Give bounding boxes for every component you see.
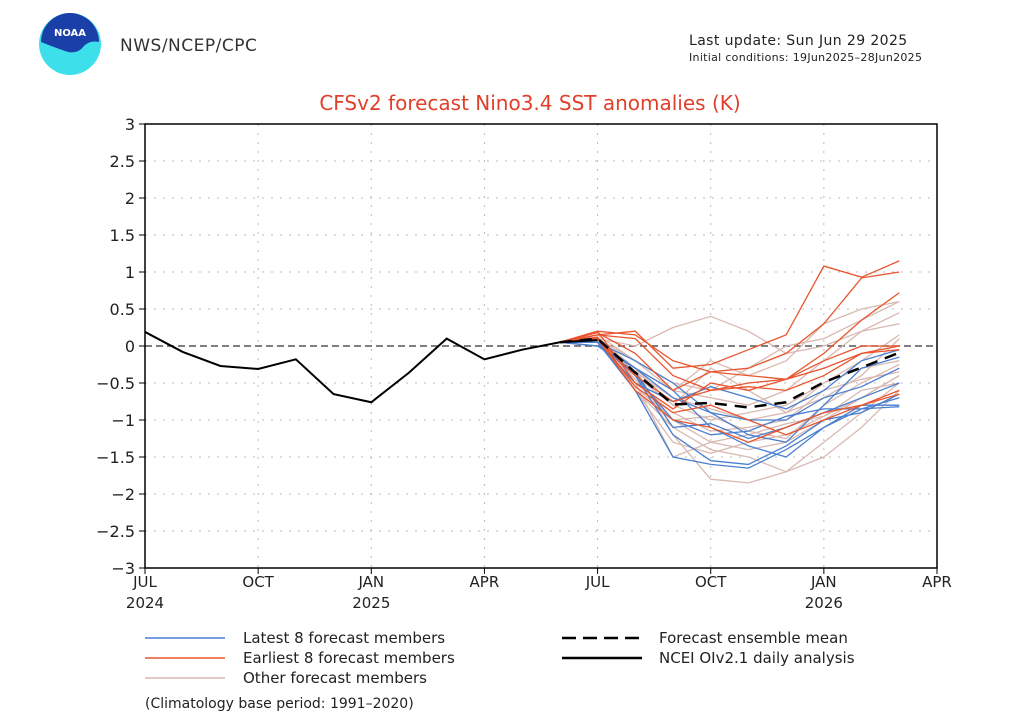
y-tick-label: 1.5 — [110, 226, 135, 245]
latest-member-line — [559, 341, 900, 443]
y-tick-label: −3 — [111, 559, 135, 578]
earliest-member-line — [559, 331, 900, 392]
legend-earliest-label: Earliest 8 forecast members — [243, 649, 455, 667]
noaa-logo: NOAA — [39, 13, 101, 75]
y-tick-label: 2.5 — [110, 152, 135, 171]
x-tick-label: JAN — [810, 573, 837, 591]
x-tick-year: 2024 — [126, 594, 164, 612]
y-tick-label: −1 — [111, 411, 135, 430]
x-tick-label: APR — [922, 573, 952, 591]
ensemble-mean-line — [559, 337, 900, 409]
x-tick-year: 2025 — [352, 594, 390, 612]
footnote: (Climatology base period: 1991–2020) — [145, 696, 414, 712]
other-member-line — [559, 337, 900, 432]
y-tick-label: −0.5 — [96, 374, 135, 393]
y-tick-label: 2 — [125, 189, 135, 208]
y-tick-label: 3 — [125, 115, 135, 134]
other-member-line — [559, 312, 900, 406]
x-tick-label: JUL — [132, 573, 157, 591]
other-member-line — [559, 315, 900, 355]
legend-other: Other forecast members — [145, 669, 427, 687]
x-tick-label: OCT — [695, 573, 727, 591]
legend-observed: NCEI OIv2.1 daily analysis — [562, 649, 855, 667]
last-update: Last update: Sun Jun 29 2025 — [689, 33, 908, 49]
earliest-member-line — [559, 271, 900, 373]
y-tick-label: −2 — [111, 485, 135, 504]
latest-member-line — [559, 341, 900, 469]
legend-mean: Forecast ensemble mean — [562, 629, 848, 647]
x-tick-label: JAN — [357, 573, 384, 591]
y-tick-label: −2.5 — [96, 522, 135, 541]
members — [559, 260, 900, 484]
legend: Latest 8 forecast members Earliest 8 fore… — [145, 629, 855, 687]
earliest-member-line — [559, 337, 900, 443]
y-tick-label: 1 — [125, 263, 135, 282]
legend-other-label: Other forecast members — [243, 669, 427, 687]
initial-conditions: Initial conditions: 19Jun2025–28Jun2025 — [689, 51, 923, 64]
svg-text:NOAA: NOAA — [54, 28, 86, 39]
y-tick-label: 0 — [125, 337, 135, 356]
other-member-line — [559, 300, 900, 392]
y-tick-label: −1.5 — [96, 448, 135, 467]
y-tick-label: 0.5 — [110, 300, 135, 319]
legend-latest: Latest 8 forecast members — [145, 629, 445, 647]
series — [144, 331, 900, 409]
x-tick-year: 2026 — [805, 594, 843, 612]
x-tick-label: OCT — [242, 573, 274, 591]
chart-title: CFSv2 forecast Nino3.4 SST anomalies (K) — [319, 91, 740, 115]
earliest-member-line — [559, 336, 900, 436]
x-tick-label: APR — [470, 573, 500, 591]
axes: 32.521.510.50−0.5−1−1.5−2−2.5−3JUL2024OC… — [96, 115, 952, 612]
legend-earliest: Earliest 8 forecast members — [145, 649, 455, 667]
legend-observed-label: NCEI OIv2.1 daily analysis — [659, 649, 855, 667]
x-tick-label: JUL — [585, 573, 610, 591]
legend-mean-label: Forecast ensemble mean — [659, 629, 848, 647]
other-member-line — [559, 301, 900, 392]
observed-line — [144, 331, 598, 404]
legend-latest-label: Latest 8 forecast members — [243, 629, 445, 647]
org-label: NWS/NCEP/CPC — [120, 36, 258, 56]
